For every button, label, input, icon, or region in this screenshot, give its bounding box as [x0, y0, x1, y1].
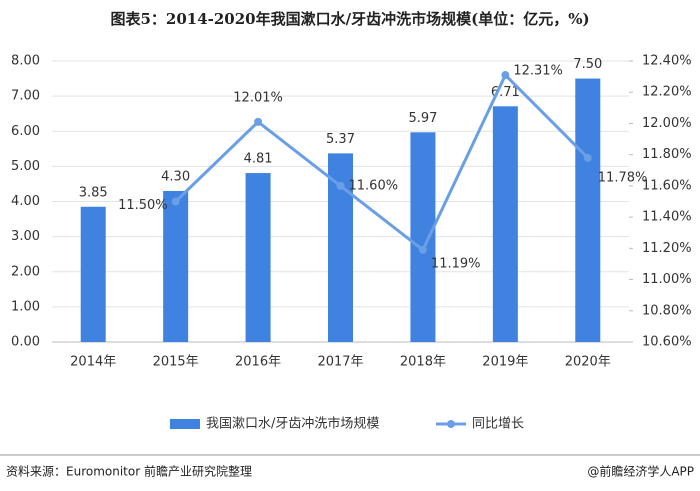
bar-value-label: 4.30 [161, 169, 190, 184]
legend-label: 同比增长 [472, 417, 524, 432]
bar [575, 78, 601, 342]
y2-tick-label: 10.60% [642, 335, 692, 350]
y2-tick-label: 11.20% [642, 241, 692, 256]
x-tick-label: 2015年 [153, 355, 199, 370]
line-point [418, 245, 427, 254]
y-tick-label: 1.00 [11, 299, 40, 314]
bar-value-label: 5.37 [326, 132, 355, 147]
y-tick-label: 7.00 [11, 89, 40, 104]
legend-label: 我国漱口水/牙齿冲洗市场规模 [206, 416, 379, 432]
x-tick-label: 2017年 [317, 355, 363, 370]
bar [410, 132, 436, 342]
line-point [583, 153, 592, 162]
bar-value-label: 5.97 [408, 111, 437, 126]
y2-tick-label: 10.80% [642, 303, 692, 318]
line-value-label: 12.01% [233, 90, 283, 105]
line-point [254, 117, 263, 126]
bar-value-label: 4.81 [244, 152, 273, 167]
bar [163, 190, 189, 342]
x-tick-label: 2016年 [235, 355, 281, 370]
y2-tick-label: 12.40% [642, 54, 692, 69]
legend-swatch-point [447, 420, 455, 428]
line-value-label: 11.78% [598, 170, 648, 185]
y2-tick-label: 11.80% [642, 147, 692, 162]
line [174, 72, 589, 253]
bar [492, 106, 518, 342]
y-tick-label: 3.00 [11, 229, 40, 244]
x-tick-label: 2019年 [482, 355, 528, 370]
x-tick-label: 2018年 [400, 355, 446, 370]
y-tick-label: 6.00 [11, 124, 40, 139]
line-point [501, 71, 510, 80]
line-value-label: 11.50% [118, 198, 168, 213]
line-point [171, 197, 180, 206]
bar [80, 206, 106, 342]
x-tick-label: 2020年 [565, 355, 611, 370]
y-tick-label: 4.00 [11, 194, 40, 209]
y2-tick-label: 12.00% [642, 116, 692, 131]
y-tick-label: 8.00 [11, 54, 40, 69]
line-point [336, 181, 345, 190]
source: 资料来源：Euromonitor 前瞻产业研究院整理 [6, 464, 252, 479]
line-value-label: 11.60% [349, 178, 399, 193]
y2-tick-label: 12.20% [642, 85, 692, 100]
x-tick-label: 2014年 [70, 355, 116, 370]
chart-title: 图表5：2014-2020年我国漱口水/牙齿冲洗市场规模(单位：亿元，%) [110, 10, 589, 28]
y-tick-label: 0.00 [11, 335, 40, 350]
y2-tick-label: 11.40% [642, 210, 692, 225]
legend-swatch [170, 419, 200, 429]
y-tick-label: 5.00 [11, 159, 40, 174]
y2-tick-label: 11.60% [642, 178, 692, 193]
y2-tick-label: 11.00% [642, 272, 692, 287]
line-value-label: 12.31% [513, 64, 563, 79]
y-tick-label: 2.00 [11, 264, 40, 279]
line-value-label: 11.19% [431, 256, 481, 271]
credit: @前瞻经济学人APP [587, 464, 694, 479]
bar-value-label: 7.50 [573, 57, 602, 72]
bar-value-label: 3.85 [79, 185, 108, 200]
bar [245, 173, 271, 342]
